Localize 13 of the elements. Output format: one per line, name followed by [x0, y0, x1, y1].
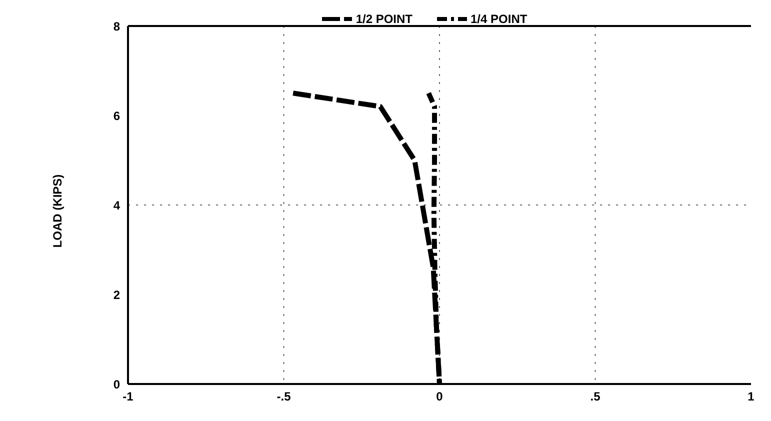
y-tick-label: 8	[113, 19, 120, 34]
x-tick-label: .5	[590, 390, 601, 404]
x-tick-label: 0	[436, 390, 444, 404]
y-tick-label: 0	[113, 377, 120, 392]
x-tick-label: -.5	[276, 390, 292, 404]
y-axis-title: LOAD (KIPS)	[51, 174, 65, 248]
y-tick-label: 6	[113, 108, 120, 123]
x-tick-label: -1	[122, 390, 134, 404]
y-tick-label: 2	[113, 288, 120, 302]
legend-label: 1/2 POINT	[356, 12, 412, 26]
legend-label: 1/4 POINT	[470, 12, 528, 26]
x-tick-label: 1	[748, 390, 755, 404]
y-tick-label: 4	[113, 198, 120, 212]
